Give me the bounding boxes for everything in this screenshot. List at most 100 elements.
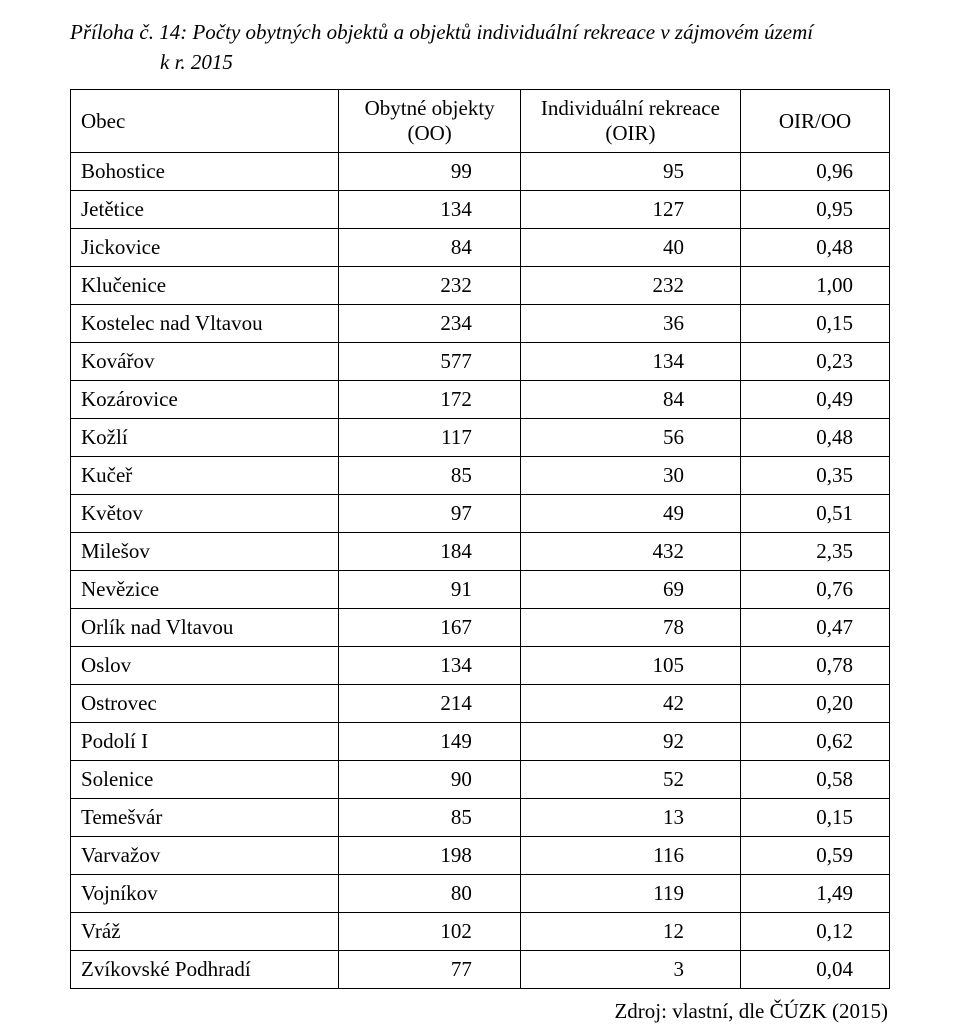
cell-ratio: 2,35	[740, 533, 889, 571]
table-row: Podolí I149920,62	[71, 723, 890, 761]
cell-oo: 77	[339, 951, 520, 989]
table-row: Jetětice1341270,95	[71, 191, 890, 229]
attachment-title: Příloha č. 14: Počty obytných objektů a …	[70, 18, 890, 46]
cell-oir: 127	[520, 191, 740, 229]
cell-oir: 84	[520, 381, 740, 419]
cell-ratio: 0,48	[740, 229, 889, 267]
table-row: Kostelec nad Vltavou234360,15	[71, 305, 890, 343]
cell-oo: 84	[339, 229, 520, 267]
cell-oir: 432	[520, 533, 740, 571]
cell-ratio: 0,95	[740, 191, 889, 229]
cell-oir: 95	[520, 153, 740, 191]
cell-oo: 102	[339, 913, 520, 951]
col-header-obec: Obec	[71, 90, 339, 153]
cell-oir: 119	[520, 875, 740, 913]
cell-obec: Jetětice	[71, 191, 339, 229]
table-row: Jickovice84400,48	[71, 229, 890, 267]
cell-ratio: 0,78	[740, 647, 889, 685]
table-row: Kozárovice172840,49	[71, 381, 890, 419]
table-row: Klučenice2322321,00	[71, 267, 890, 305]
cell-oo: 577	[339, 343, 520, 381]
cell-ratio: 0,12	[740, 913, 889, 951]
cell-obec: Bohostice	[71, 153, 339, 191]
col-header-oir-line1: Individuální rekreace	[541, 96, 720, 120]
table-body: Bohostice99950,96Jetětice1341270,95Jicko…	[71, 153, 890, 989]
cell-oir: 52	[520, 761, 740, 799]
col-header-oir: Individuální rekreace (OIR)	[520, 90, 740, 153]
cell-obec: Vojníkov	[71, 875, 339, 913]
cell-oo: 172	[339, 381, 520, 419]
cell-ratio: 0,51	[740, 495, 889, 533]
cell-obec: Kučeř	[71, 457, 339, 495]
cell-oir: 12	[520, 913, 740, 951]
cell-obec: Nevězice	[71, 571, 339, 609]
cell-obec: Vráž	[71, 913, 339, 951]
table-row: Bohostice99950,96	[71, 153, 890, 191]
col-header-oir-line2: (OIR)	[605, 121, 655, 145]
cell-ratio: 0,58	[740, 761, 889, 799]
cell-oo: 80	[339, 875, 520, 913]
table-row: Nevězice91690,76	[71, 571, 890, 609]
table-row: Ostrovec214420,20	[71, 685, 890, 723]
cell-oo: 99	[339, 153, 520, 191]
cell-obec: Květov	[71, 495, 339, 533]
cell-oir: 92	[520, 723, 740, 761]
col-header-oo-line1: Obytné objekty	[365, 96, 495, 120]
cell-ratio: 0,62	[740, 723, 889, 761]
cell-ratio: 0,04	[740, 951, 889, 989]
data-table: Obec Obytné objekty (OO) Individuální re…	[70, 89, 890, 989]
table-row: Orlík nad Vltavou167780,47	[71, 609, 890, 647]
cell-obec: Kožlí	[71, 419, 339, 457]
cell-oir: 56	[520, 419, 740, 457]
cell-ratio: 1,00	[740, 267, 889, 305]
cell-obec: Kovářov	[71, 343, 339, 381]
cell-ratio: 0,59	[740, 837, 889, 875]
cell-obec: Kostelec nad Vltavou	[71, 305, 339, 343]
table-row: Milešov1844322,35	[71, 533, 890, 571]
table-row: Oslov1341050,78	[71, 647, 890, 685]
cell-oo: 134	[339, 647, 520, 685]
cell-oir: 134	[520, 343, 740, 381]
cell-ratio: 0,35	[740, 457, 889, 495]
page: Příloha č. 14: Počty obytných objektů a …	[0, 0, 960, 956]
cell-obec: Varvažov	[71, 837, 339, 875]
table-header-row: Obec Obytné objekty (OO) Individuální re…	[71, 90, 890, 153]
cell-oo: 91	[339, 571, 520, 609]
cell-oo: 149	[339, 723, 520, 761]
col-header-oo: Obytné objekty (OO)	[339, 90, 520, 153]
cell-oir: 42	[520, 685, 740, 723]
cell-ratio: 0,15	[740, 799, 889, 837]
cell-ratio: 0,96	[740, 153, 889, 191]
cell-oir: 13	[520, 799, 740, 837]
table-row: Kučeř85300,35	[71, 457, 890, 495]
cell-ratio: 0,47	[740, 609, 889, 647]
cell-obec: Solenice	[71, 761, 339, 799]
table-row: Zvíkovské Podhradí7730,04	[71, 951, 890, 989]
attachment-title-year: k r. 2015	[160, 50, 890, 75]
cell-ratio: 0,48	[740, 419, 889, 457]
cell-obec: Temešvár	[71, 799, 339, 837]
cell-obec: Ostrovec	[71, 685, 339, 723]
cell-oir: 36	[520, 305, 740, 343]
cell-oir: 69	[520, 571, 740, 609]
cell-oir: 40	[520, 229, 740, 267]
cell-oo: 117	[339, 419, 520, 457]
cell-oir: 232	[520, 267, 740, 305]
cell-ratio: 0,49	[740, 381, 889, 419]
col-header-ratio: OIR/OO	[740, 90, 889, 153]
cell-ratio: 0,76	[740, 571, 889, 609]
source-note: Zdroj: vlastní, dle ČÚZK (2015)	[70, 999, 890, 1024]
cell-oir: 49	[520, 495, 740, 533]
table-row: Kožlí117560,48	[71, 419, 890, 457]
cell-oo: 198	[339, 837, 520, 875]
cell-oir: 116	[520, 837, 740, 875]
cell-obec: Klučenice	[71, 267, 339, 305]
col-header-oo-line2: (OO)	[407, 121, 451, 145]
cell-obec: Podolí I	[71, 723, 339, 761]
cell-ratio: 0,20	[740, 685, 889, 723]
table-row: Kovářov5771340,23	[71, 343, 890, 381]
cell-ratio: 0,23	[740, 343, 889, 381]
cell-ratio: 1,49	[740, 875, 889, 913]
cell-obec: Orlík nad Vltavou	[71, 609, 339, 647]
cell-oir: 105	[520, 647, 740, 685]
